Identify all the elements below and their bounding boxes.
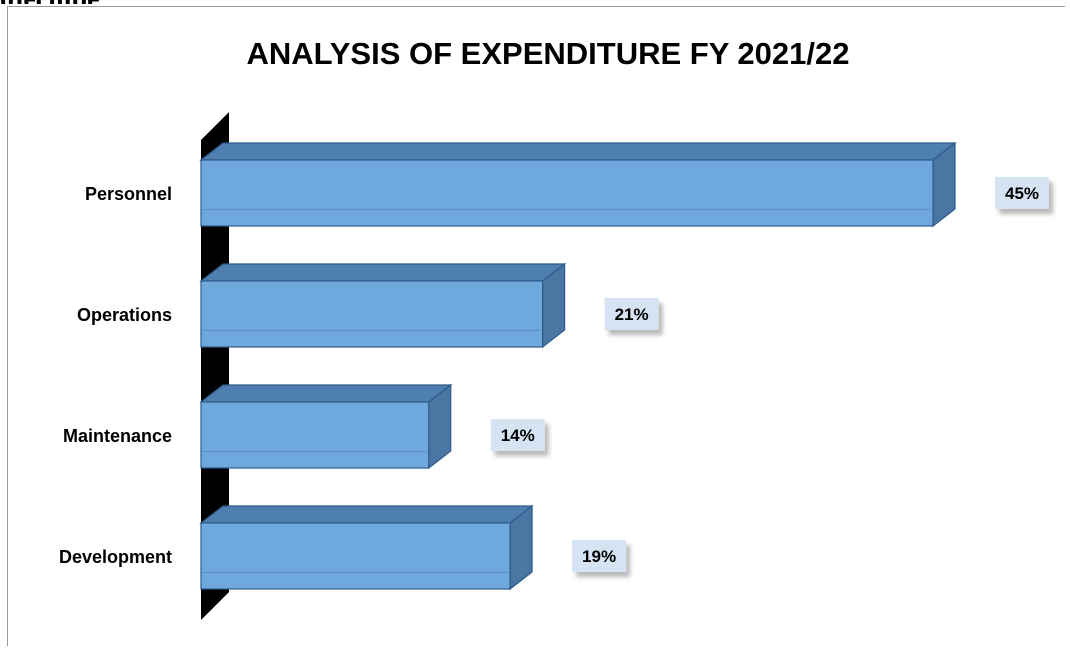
data-label-box: [604, 298, 659, 330]
chart-frame: [7, 6, 1065, 646]
category-label-development: Development: [59, 547, 172, 567]
bar-front-face: [200, 401, 430, 469]
data-label-development: 19%: [572, 540, 627, 572]
bar-top-face: [199, 384, 453, 403]
data-label-text: 21%: [615, 305, 649, 324]
bar-front-face: [200, 159, 934, 227]
bar-development: [199, 504, 534, 591]
bar-front-face: [200, 522, 511, 590]
data-label-text: 19%: [582, 547, 616, 566]
category-label-maintenance: Maintenance: [63, 426, 172, 446]
chart-title: ANALYSIS OF EXPENDITURE FY 2021/22: [247, 36, 850, 71]
bar-top-face: [199, 505, 534, 524]
axis-back-wall: [201, 112, 229, 620]
data-label-operations: 21%: [604, 298, 659, 330]
bar-front-face: [200, 280, 544, 348]
bar-maintenance: [199, 383, 453, 470]
data-label-maintenance: 14%: [490, 419, 545, 451]
bar-personnel: [199, 141, 957, 228]
data-label-box: [490, 419, 545, 451]
data-label-box: [572, 540, 627, 572]
data-label-text: 45%: [1005, 184, 1039, 203]
bar-operations: [199, 262, 567, 349]
bar-top-face: [199, 142, 957, 161]
category-label-personnel: Personnel: [85, 184, 172, 204]
data-label-text: 14%: [501, 426, 535, 445]
data-label-personnel: 45%: [995, 177, 1049, 209]
bar-top-face: [199, 263, 567, 282]
category-label-operations: Operations: [77, 305, 172, 325]
cropped-header-text: ojecmpe: [0, 0, 100, 4]
data-label-box: [995, 177, 1049, 209]
